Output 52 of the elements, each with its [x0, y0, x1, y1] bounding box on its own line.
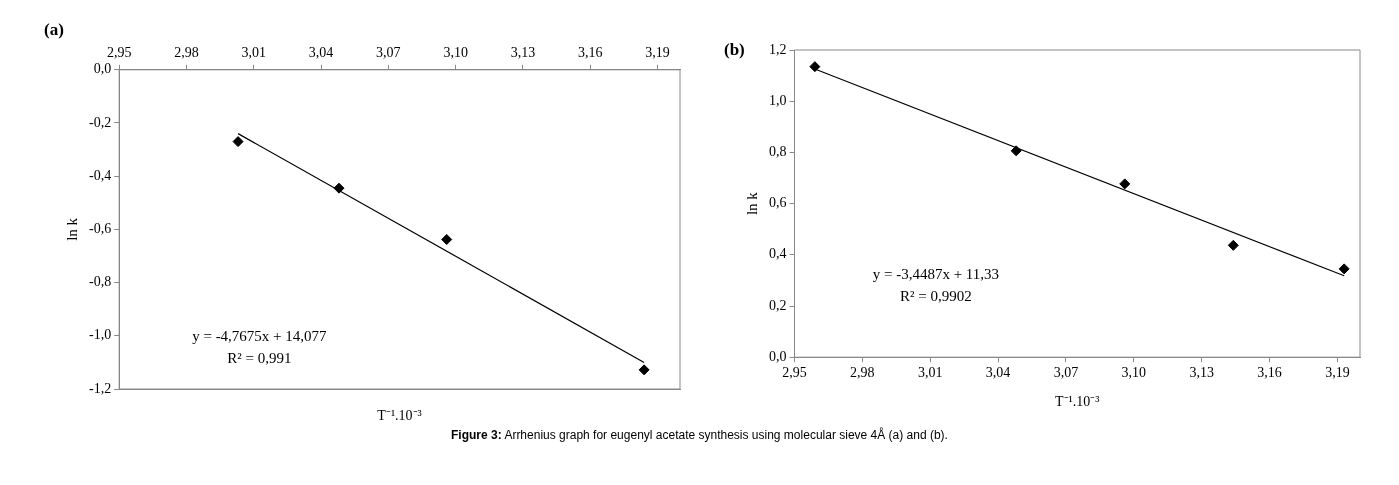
x2-tick-label: 3,13: [510, 45, 536, 61]
y-tick-label: 1,0: [769, 92, 787, 108]
x-tick-label: 3,16: [1257, 365, 1282, 381]
annotation: y = -3,4487x + 11,33: [872, 266, 1000, 283]
x2-tick-label: 3,19: [645, 45, 670, 61]
point: [1227, 239, 1239, 251]
x2-tick-label: 2,98: [174, 45, 199, 61]
annotation: R² = 0,991: [227, 350, 292, 366]
y-tick-label: -0,2: [88, 114, 112, 130]
y-tick-label: -1,2: [88, 380, 112, 396]
y-tick-label: -0,4: [88, 167, 112, 183]
x-tick-label: 3,13: [1189, 365, 1214, 381]
x-tick-label: 2,98: [850, 365, 875, 381]
y-tick-label: -0,8: [88, 274, 112, 290]
chart-title: (b): [724, 39, 745, 59]
point: [333, 182, 345, 194]
x-tick-label: 2,95: [782, 365, 807, 381]
point: [638, 364, 650, 376]
x-axis-title: T⁻¹.10⁻³: [1055, 393, 1100, 409]
y-tick-label: 0,8: [769, 144, 787, 160]
y-tick-label: 0,0: [93, 61, 112, 77]
x2-tick-label: 3,04: [308, 45, 334, 61]
y-axis-title: ln k: [743, 191, 760, 216]
point: [1338, 263, 1350, 275]
x-tick-label: 3,07: [1053, 365, 1079, 381]
point: [1119, 178, 1131, 190]
y-tick-label: -1,0: [88, 327, 112, 343]
annotation: R² = 0,9902: [900, 288, 972, 305]
point: [1010, 145, 1022, 157]
x2-tick-label: 3,10: [443, 45, 468, 61]
y-tick-label: 0,6: [769, 195, 787, 211]
y-tick-label: -0,6: [88, 221, 112, 237]
x2-tick-label: 3,01: [241, 45, 267, 61]
x-axis-title: T⁻¹.10⁻³: [377, 407, 422, 423]
chart-title: (a): [44, 19, 64, 39]
point: [809, 61, 821, 73]
y-tick-label: 0,4: [769, 246, 787, 262]
x-tick-label: 3,04: [985, 365, 1011, 381]
x2-tick-label: 3,07: [376, 45, 401, 61]
x-tick-label: 3,10: [1121, 365, 1147, 381]
x2-tick-label: 3,16: [578, 45, 603, 61]
x-tick-label: 3,19: [1325, 365, 1350, 381]
y-axis-title: ln k: [63, 217, 80, 241]
y-tick-label: 0,2: [769, 297, 787, 313]
y-tick-label: 1,2: [769, 41, 787, 57]
point: [232, 136, 244, 148]
point: [441, 234, 453, 246]
caption: Figure 3: Arrhenius graph for eugenyl acetate synthesis using molecular sieve 4Å (a) and (b).: [450, 428, 949, 442]
y-tick-label: 0,0: [769, 348, 787, 364]
annotation: y = -4,7675x + 14,077: [192, 328, 328, 344]
x-tick-label: 3,01: [917, 365, 943, 381]
x2-tick-label: 2,95: [106, 45, 132, 61]
